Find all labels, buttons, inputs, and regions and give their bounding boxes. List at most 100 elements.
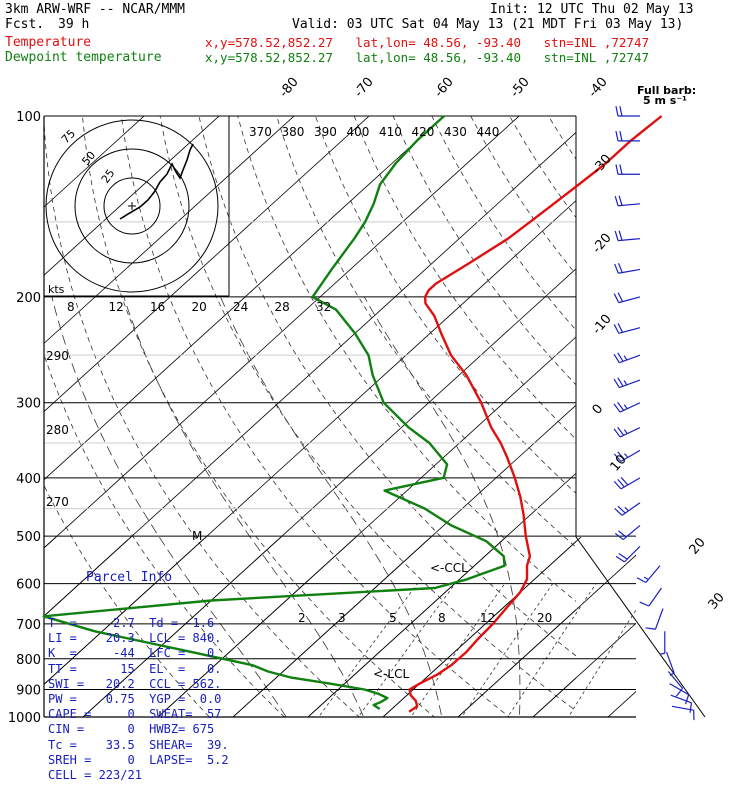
mixing-ratio-label: 12 (480, 611, 495, 625)
mixing-ratio-label: 5 (389, 611, 397, 625)
barb-staff (667, 652, 675, 673)
wind-barb (616, 164, 640, 174)
wind-barb (615, 231, 640, 241)
hodograph-speed-label: 12 (109, 300, 124, 314)
barb-flag (615, 196, 618, 206)
hodograph-unit: kts (48, 283, 65, 296)
barb-flag (618, 378, 623, 387)
theta-label: 440 (477, 125, 500, 139)
isotherm (594, 58, 740, 730)
barb-flag (616, 106, 618, 116)
barb-staff (655, 609, 663, 630)
wind-barb (616, 106, 640, 116)
hodograph-trace (120, 144, 193, 219)
moist-adiabat (364, 297, 520, 730)
barb-flag (614, 354, 619, 363)
moist-adiabat (669, 297, 740, 730)
isotherm (294, 58, 740, 730)
theta-label: 390 (314, 125, 337, 139)
barb-flag (637, 578, 646, 583)
wind-barb (614, 293, 640, 303)
hodograph-speed-label: 20 (192, 300, 207, 314)
isotherm-label: 20 (687, 535, 709, 557)
dry-adiabat (344, 89, 740, 730)
dry-adiabat (231, 89, 740, 730)
skew-edge (576, 537, 705, 717)
barb-flag (619, 196, 622, 206)
isotherm-label: 30 (706, 590, 728, 612)
pressure-tick-label: 600 (16, 578, 41, 593)
barb-flag (615, 264, 619, 273)
barb-flag (614, 294, 618, 303)
hodograph-speed-label: 28 (275, 300, 290, 314)
barb-flag (616, 164, 618, 174)
barb-key-unit: 5 m s⁻¹ (643, 94, 687, 107)
mixing-ratio-line (349, 584, 455, 730)
barb-flag (619, 554, 627, 559)
barb-flag (615, 231, 618, 241)
barb-staff (668, 671, 682, 688)
barb-flag (640, 602, 649, 606)
isotherm-label: 0 (590, 402, 607, 418)
hodograph-speed-label: 32 (316, 300, 331, 314)
hodograph-ring-label: 25 (99, 167, 118, 186)
wind-barb (660, 631, 665, 654)
mixing-ratio-line (561, 584, 654, 730)
pressure-tick-label: 200 (16, 291, 41, 306)
barb-flag (624, 454, 627, 458)
wind-barb (614, 477, 640, 488)
dry-adiabat (721, 89, 740, 730)
dry-adiabat-label: 280 (46, 423, 69, 437)
wind-barb (614, 402, 640, 412)
parcel-row: CELL = 223/21 (48, 768, 238, 783)
barb-flag (620, 164, 622, 174)
barb-flag (644, 577, 648, 579)
hodograph-ring-label: 75 (59, 127, 78, 146)
parcel-row: LI = 20.3 LCL = 840. (48, 631, 238, 646)
hodograph-speed-label: 16 (150, 300, 165, 314)
hodograph-speed-label: 24 (233, 300, 248, 314)
parcel-info-title: Parcel Info (48, 570, 238, 585)
hodograph-center (128, 202, 136, 210)
wind-barb (614, 353, 640, 363)
barb-flag (620, 106, 622, 116)
wind-barb (615, 525, 640, 539)
pressure-tick-label: 800 (16, 653, 41, 668)
theta-label: 380 (282, 125, 305, 139)
barb-flag (619, 231, 622, 241)
isotherm-label: -10 (590, 312, 615, 338)
hodograph-ring-label: 50 (79, 149, 98, 168)
pressure-tick-label: 500 (16, 530, 41, 545)
wind-barb (616, 546, 640, 562)
barb-staff (619, 355, 640, 363)
isotherm (669, 58, 740, 730)
theta-label: 410 (379, 125, 402, 139)
barb-flag (620, 131, 622, 141)
mixing-ratio-line (309, 584, 417, 730)
barb-staff (624, 546, 640, 562)
barb-flag (625, 507, 629, 510)
theta-label: 430 (444, 125, 467, 139)
parcel-row: K = -44 LFC = 0 (48, 646, 238, 661)
parcel-row: TT = 15 EL = 0. (48, 662, 238, 677)
parcel-row: CIN = 0 HWBZ= 675 (48, 722, 238, 737)
isotherm (294, 58, 740, 730)
pressure-tick-label: 300 (16, 397, 41, 412)
dry-adiabat-label: 270 (46, 495, 69, 509)
barb-flag (624, 356, 627, 360)
wind-barb (671, 695, 692, 712)
barb-flag (614, 379, 619, 388)
barb-flag (624, 405, 627, 409)
barb-flag (646, 628, 656, 629)
wind-barb (614, 323, 640, 333)
pressure-tick-label: 400 (16, 472, 41, 487)
barb-staff (649, 588, 662, 606)
theta-label: 400 (347, 125, 370, 139)
isotherm-label: -20 (590, 231, 615, 257)
isotherm-label: -60 (432, 75, 457, 101)
barb-staff (619, 380, 640, 388)
dry-adiabat (646, 89, 740, 730)
barb-staff (620, 428, 640, 437)
